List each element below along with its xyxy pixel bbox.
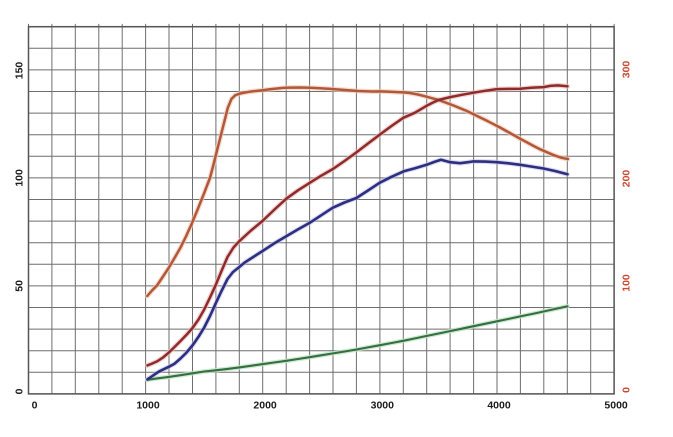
svg-text:1000: 1000	[136, 400, 160, 412]
svg-text:0: 0	[621, 387, 633, 393]
svg-text:2000: 2000	[253, 400, 277, 412]
svg-text:300: 300	[621, 61, 633, 79]
svg-text:0: 0	[14, 388, 26, 394]
svg-text:4000: 4000	[487, 400, 511, 412]
svg-text:50: 50	[14, 280, 26, 292]
svg-text:0: 0	[32, 400, 38, 412]
svg-text:100: 100	[14, 169, 26, 187]
svg-text:5000: 5000	[604, 400, 628, 412]
svg-text:150: 150	[14, 62, 26, 80]
svg-text:200: 200	[621, 170, 633, 188]
svg-text:3000: 3000	[371, 400, 395, 412]
svg-text:100: 100	[621, 274, 633, 292]
